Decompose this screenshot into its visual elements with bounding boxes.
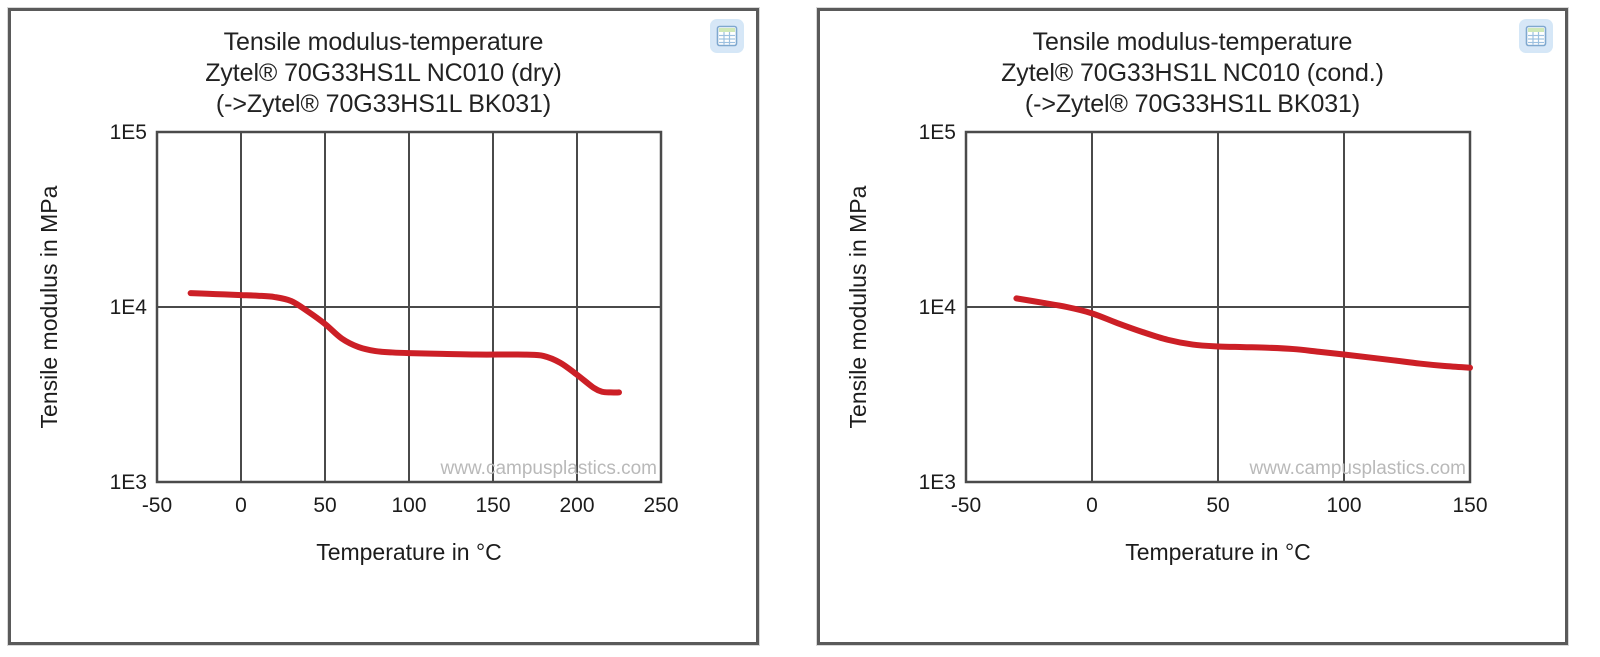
chart-title-line-1: Tensile modulus-temperature xyxy=(1032,28,1353,56)
table-icon[interactable] xyxy=(712,21,742,51)
chart-title-line-2: Zytel® 70G33HS1L NC010 (cond.) xyxy=(1001,59,1384,87)
chart-svg-left: -50 0 50 100 150 200 250 1E3 1E4 1E5 www.campusp… xyxy=(36,121,679,565)
watermark: www.campusplastics.com xyxy=(1249,458,1466,479)
x-tick-label: 50 xyxy=(313,494,336,517)
chart-title-right: Tensile modulus-temperature Zytel® 70G33… xyxy=(820,11,1565,120)
plot-frame xyxy=(155,130,663,484)
x-tick-label: -50 xyxy=(951,494,981,517)
x-tick-label: 200 xyxy=(559,494,594,517)
y-tick-label: 1E3 xyxy=(110,471,147,494)
grid-lines xyxy=(157,132,661,482)
y-tick-label: 1E5 xyxy=(919,121,956,144)
y-axis-title: Tensile modulus in MPa xyxy=(36,185,62,428)
chart-panel-left: Tensile modulus-temperature Zytel® 70G33… xyxy=(8,8,759,645)
y-tick-label: 1E3 xyxy=(919,471,956,494)
x-tick-label: -50 xyxy=(142,494,172,517)
x-axis-title: Temperature in °C xyxy=(1125,539,1311,565)
x-axis-title: Temperature in °C xyxy=(316,539,502,565)
y-tick-labels: 1E3 1E4 1E5 xyxy=(110,121,148,494)
chart-title-left: Tensile modulus-temperature Zytel® 70G33… xyxy=(11,11,756,120)
chart-panel-right: Tensile modulus-temperature Zytel® 70G33… xyxy=(817,8,1568,645)
chart-title-line-3: (->Zytel® 70G33HS1L BK031) xyxy=(215,90,552,118)
y-tick-label: 1E5 xyxy=(110,121,147,144)
plot-area-left: -50 0 50 100 150 200 250 1E3 1E4 1E5 www.campusp… xyxy=(11,120,756,580)
y-tick-labels: 1E3 1E4 1E5 xyxy=(919,121,957,494)
chart-title-line-3: (->Zytel® 70G33HS1L BK031) xyxy=(1024,90,1361,118)
x-tick-label: 250 xyxy=(643,494,678,517)
x-tick-label: 0 xyxy=(1086,494,1098,517)
table-icon[interactable] xyxy=(1521,21,1551,51)
grid-lines xyxy=(966,132,1470,482)
chart-title-line-2: Zytel® 70G33HS1L NC010 (dry) xyxy=(205,59,562,87)
x-tick-label: 150 xyxy=(1452,494,1487,517)
x-tick-label: 0 xyxy=(235,494,247,517)
x-tick-label: 150 xyxy=(475,494,510,517)
x-tick-labels: -50 0 50 100 150 xyxy=(951,494,1488,517)
plot-area-right: -50 0 50 100 150 1E3 1E4 1E5 www.campusplastic… xyxy=(820,120,1565,580)
chart-title-line-1: Tensile modulus-temperature xyxy=(223,28,544,56)
x-tick-label: 100 xyxy=(1326,494,1361,517)
data-series-line xyxy=(1013,295,1473,371)
y-tick-label: 1E4 xyxy=(110,296,148,319)
x-tick-label: 50 xyxy=(1206,494,1229,517)
y-tick-label: 1E4 xyxy=(919,296,957,319)
data-series-line xyxy=(187,290,622,396)
y-axis-title: Tensile modulus in MPa xyxy=(845,185,871,428)
watermark: www.campusplastics.com xyxy=(440,458,657,479)
plot-frame xyxy=(964,130,1472,484)
chart-svg-right: -50 0 50 100 150 1E3 1E4 1E5 www.campusplastic… xyxy=(845,121,1488,565)
x-tick-labels: -50 0 50 100 150 200 250 xyxy=(142,494,679,517)
x-tick-label: 100 xyxy=(391,494,426,517)
